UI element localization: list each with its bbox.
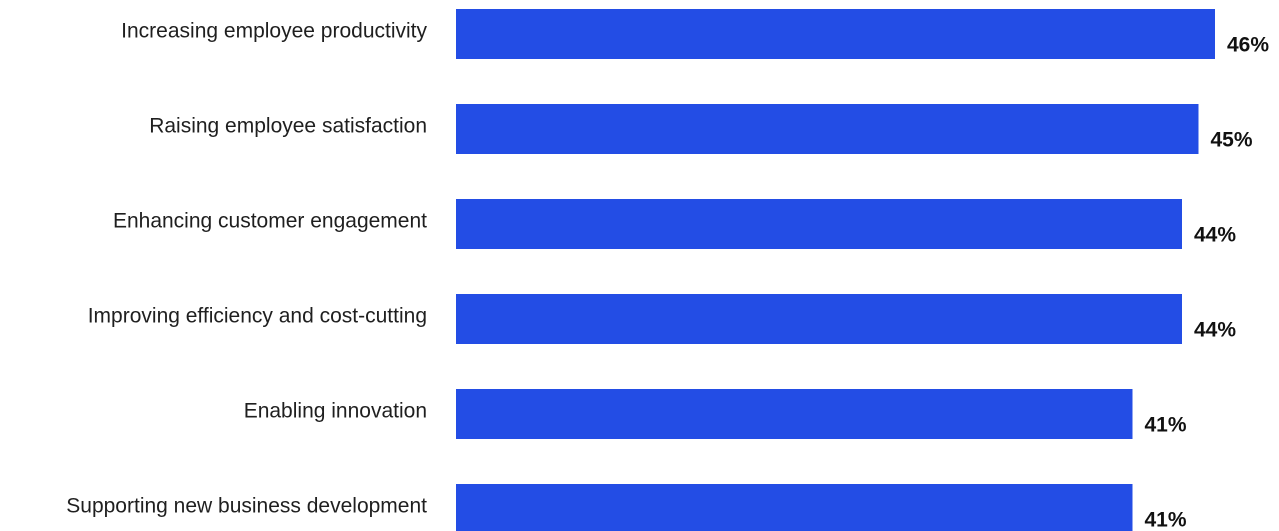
chart-rows: Increasing employee productivity 46% Raisi…	[66, 9, 1269, 531]
value-label: 45%	[1211, 129, 1253, 152]
value-label: 46%	[1227, 34, 1269, 57]
bar	[456, 294, 1182, 344]
value-label: 41%	[1145, 414, 1187, 437]
bar	[456, 199, 1182, 249]
value-label: 41%	[1145, 509, 1187, 531]
category-label: Enhancing customer engagement	[113, 210, 427, 233]
bar-row: Improving efficiency and cost-cutting 44%	[88, 294, 1236, 344]
bar-row: Raising employee satisfaction 45%	[149, 104, 1253, 154]
bar	[456, 104, 1199, 154]
value-label: 44%	[1194, 224, 1236, 247]
category-label: Raising employee satisfaction	[149, 115, 427, 138]
bar	[456, 9, 1215, 59]
bar	[456, 484, 1133, 531]
value-label: 44%	[1194, 319, 1236, 342]
bar-row: Enabling innovation 41%	[244, 389, 1187, 439]
bar-row: Enhancing customer engagement 44%	[113, 199, 1236, 249]
bar-row: Supporting new business development 41%	[66, 484, 1187, 531]
bar	[456, 389, 1133, 439]
category-label: Supporting new business development	[66, 495, 427, 518]
category-label: Enabling innovation	[244, 400, 427, 423]
category-label: Improving efficiency and cost-cutting	[88, 305, 427, 328]
category-label: Increasing employee productivity	[121, 20, 427, 43]
bar-row: Increasing employee productivity 46%	[121, 9, 1269, 59]
